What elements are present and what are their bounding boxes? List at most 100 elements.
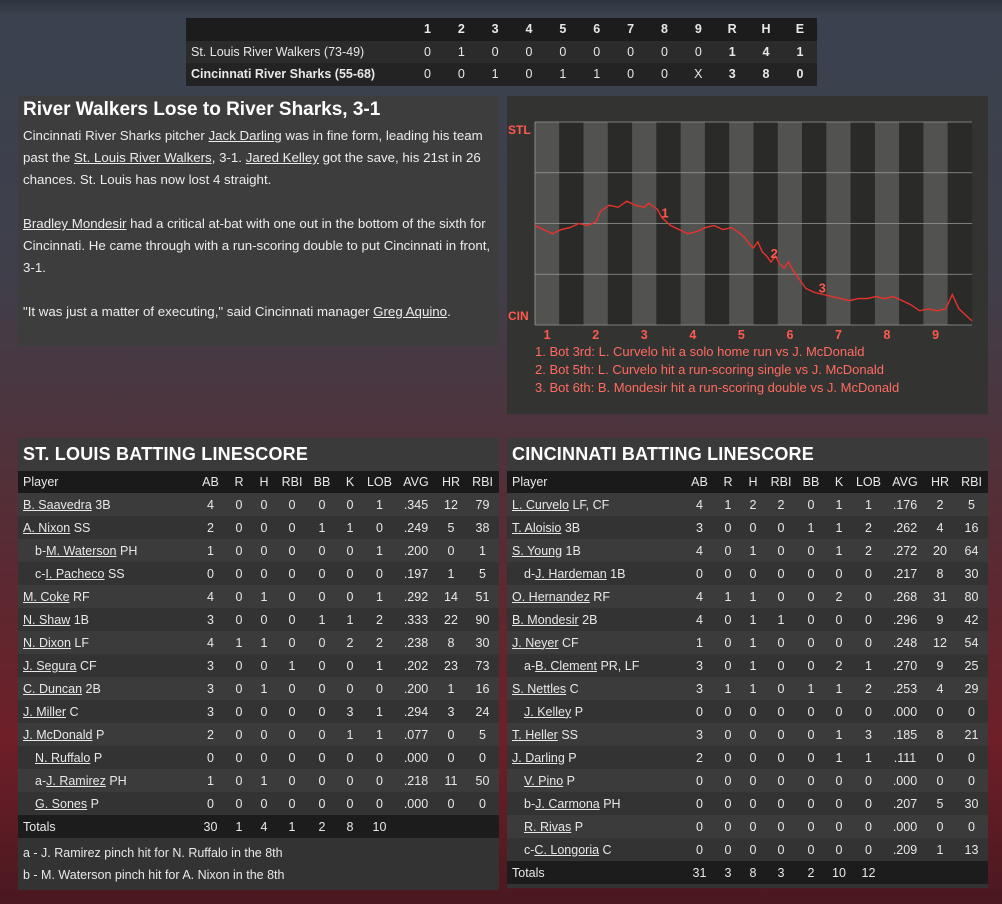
column-header: H	[740, 471, 766, 493]
player-link[interactable]: J. McDonald	[23, 727, 93, 742]
recap-text: "It was just a matter of executing," sai…	[23, 304, 374, 319]
player-link[interactable]: C. Duncan	[23, 681, 83, 696]
stat-cell: .209	[885, 838, 925, 861]
stat-cell: 0	[740, 838, 766, 861]
sub-prefix: d-	[524, 566, 536, 581]
player-position: RF	[69, 589, 90, 604]
runs-header: R	[715, 18, 750, 41]
player-link[interactable]: Bradley Mondesir	[23, 216, 127, 231]
stat-cell: 0	[337, 654, 363, 677]
player-link[interactable]: Jared Kelley	[245, 150, 319, 165]
sub-prefix: b-	[35, 543, 47, 558]
stat-cell: 0	[796, 562, 826, 585]
player-link[interactable]: T. Aloisio	[512, 520, 562, 535]
player-link[interactable]: J. Carmona	[535, 796, 600, 811]
player-row: C. Duncan 2B 3 0 1 0 0 0 0.200 1 16	[18, 677, 499, 700]
player-link[interactable]: T. Heller	[512, 727, 558, 742]
player-link[interactable]: J. Ramirez	[46, 773, 106, 788]
stat-cell: 0	[466, 746, 499, 769]
player-row: G. Sones P 0 0 0 0 0 0 0.000 0 0	[18, 792, 499, 815]
inning-score: 0	[478, 40, 513, 64]
stat-cell: 0	[796, 493, 826, 516]
player-link[interactable]: B. Mondesir	[512, 612, 579, 627]
player-link[interactable]: C. Longoria	[534, 842, 600, 857]
stat-cell: 0	[826, 631, 852, 654]
stat-cell: 0	[955, 815, 988, 838]
stat-cell: 1	[227, 631, 251, 654]
stat-cell: 8	[436, 631, 466, 654]
player-cell: G. Sones P	[18, 792, 194, 815]
player-position: P	[571, 704, 584, 719]
stat-cell: 1	[740, 539, 766, 562]
column-header: Player	[507, 471, 683, 493]
totals-cell	[396, 815, 436, 838]
column-header: HR	[925, 471, 955, 493]
stat-cell: 0	[337, 769, 363, 792]
player-link[interactable]: B. Saavedra	[23, 497, 92, 512]
stat-cell: 0	[227, 746, 251, 769]
stat-cell: 0	[796, 792, 826, 815]
player-link[interactable]: G. Sones	[35, 796, 88, 811]
chart-note: 2. Bot 5th: L. Curvelo hit a run-scoring…	[535, 362, 884, 377]
player-link[interactable]: J. Neyer	[512, 635, 559, 650]
inning-label: 4	[689, 328, 696, 342]
inning-score: 0	[410, 40, 445, 64]
stat-cell: 64	[955, 539, 988, 562]
stat-cell: 0	[766, 631, 796, 654]
recap-headline: River Walkers Lose to River Sharks, 3-1	[23, 99, 381, 120]
stat-cell: 1	[363, 654, 396, 677]
stat-cell: .000	[885, 769, 925, 792]
stat-cell: .270	[885, 654, 925, 677]
player-link[interactable]: Jack Darling	[208, 128, 282, 143]
player-link[interactable]: J. Segura	[23, 658, 77, 673]
stat-cell: 16	[466, 677, 499, 700]
stat-cell: .000	[396, 746, 436, 769]
player-link[interactable]: N. Ruffalo	[35, 750, 91, 765]
stat-cell: 0	[251, 746, 277, 769]
player-link[interactable]: A. Nixon	[23, 520, 71, 535]
stat-cell: 0	[826, 562, 852, 585]
player-position: PH	[116, 543, 138, 558]
player-row: O. Hernandez RF 4 1 1 0 0 2 0.268 31 80	[507, 585, 988, 608]
inning-score: 0	[512, 63, 546, 86]
stat-cell: .218	[396, 769, 436, 792]
player-link[interactable]: J. Darling	[512, 750, 565, 765]
player-link[interactable]: M. Coke	[23, 589, 70, 604]
stat-cell: 0	[716, 700, 740, 723]
player-position: C	[66, 704, 79, 719]
player-link[interactable]: O. Hernandez	[512, 589, 590, 604]
stat-cell: 0	[796, 700, 826, 723]
stat-cell: 1	[740, 654, 766, 677]
player-link[interactable]: L. Curvelo	[512, 497, 569, 512]
stat-cell: 0	[194, 792, 227, 815]
stat-cell: 50	[466, 769, 499, 792]
totals-label: Totals	[18, 815, 194, 838]
stat-cell: 0	[852, 631, 885, 654]
player-link[interactable]: N. Dixon	[23, 635, 71, 650]
player-link[interactable]: J. Miller	[23, 704, 67, 719]
stat-cell: 2	[852, 677, 885, 700]
team-link[interactable]: St. Louis River Walkers	[74, 150, 212, 165]
stat-cell: 1	[716, 585, 740, 608]
player-cell: O. Hernandez RF	[507, 585, 683, 608]
player-link[interactable]: B. Clement	[535, 658, 597, 673]
player-link[interactable]: J. Hardeman	[535, 566, 607, 581]
player-link[interactable]: R. Rivas	[524, 819, 572, 834]
stat-cell: 0	[337, 585, 363, 608]
stat-cell: 0	[277, 746, 307, 769]
stat-cell: 30	[955, 792, 988, 815]
stat-cell: 1	[826, 516, 852, 539]
player-link[interactable]: V. Pino	[524, 773, 564, 788]
player-link[interactable]: M. Waterson	[46, 543, 117, 558]
player-link[interactable]: N. Shaw	[23, 612, 71, 627]
stat-cell: 0	[194, 562, 227, 585]
stat-cell: 0	[251, 723, 277, 746]
player-row: R. Rivas P 0 0 0 0 0 0 0.000 0 0	[507, 815, 988, 838]
player-link[interactable]: S. Nettles	[512, 681, 567, 696]
player-link[interactable]: J. Kelley	[524, 704, 572, 719]
stat-cell: .217	[885, 562, 925, 585]
player-link[interactable]: I. Pacheco	[45, 566, 105, 581]
stat-cell: 0	[766, 723, 796, 746]
manager-link[interactable]: Greg Aquino	[373, 304, 448, 319]
player-link[interactable]: S. Young	[512, 543, 563, 558]
